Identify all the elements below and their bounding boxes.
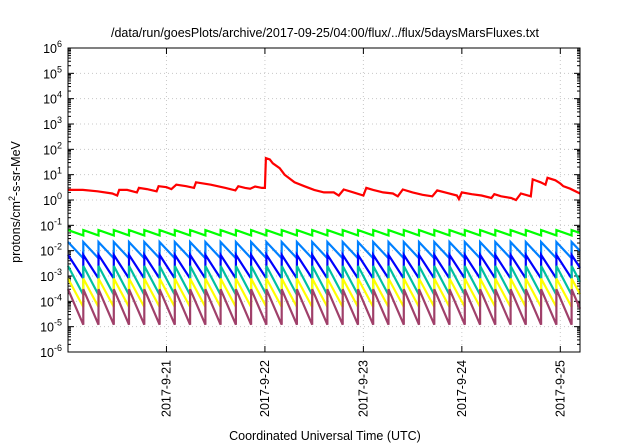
series-line-0 <box>68 156 581 202</box>
series-line-1 <box>67 228 581 237</box>
x-tick-label: 2017-9-21 <box>159 360 173 417</box>
y-tick-label: 10-3 <box>40 267 62 284</box>
y-tick-label: 10-5 <box>40 318 62 335</box>
y-tick-label: 104 <box>43 90 62 107</box>
x-axis-ticks: 2017-9-21 2017-9-22 2017-9-23 2017-9-24 2017… <box>159 48 567 417</box>
grid-lines <box>68 48 580 352</box>
x-axis-label: Coordinated Universal Time (UTC) <box>229 429 421 443</box>
y-tick-label: 10-2 <box>40 242 62 259</box>
x-tick-label: 2017-9-22 <box>258 360 272 417</box>
y-tick-label: 103 <box>43 115 62 132</box>
y-tick-label: 101 <box>43 166 62 183</box>
plot-frame <box>67 47 581 353</box>
y-tick-label: 10-6 <box>40 343 62 360</box>
y-tick-label: 10-4 <box>40 292 62 309</box>
data-series <box>66 156 582 326</box>
y-tick-label: 100 <box>43 191 62 208</box>
y-axis-ticks: 10-6 10-5 10-4 10-3 10-2 10-1 100 101 102 103 104 1… <box>40 39 580 360</box>
y-axis-label: protons/cm2-s-sr-MeV <box>7 140 23 262</box>
x-tick-label: 2017-9-25 <box>553 360 567 417</box>
series-line-6 <box>66 288 582 326</box>
x-tick-label: 2017-9-23 <box>356 360 370 417</box>
y-tick-label: 102 <box>43 140 62 157</box>
y-tick-label: 105 <box>43 64 62 81</box>
x-tick-label: 2017-9-24 <box>455 360 469 417</box>
chart-title: /data/run/goesPlots/archive/2017-09-25/0… <box>111 26 540 40</box>
y-tick-label: 10-1 <box>40 216 62 233</box>
y-tick-label: 106 <box>43 39 62 56</box>
